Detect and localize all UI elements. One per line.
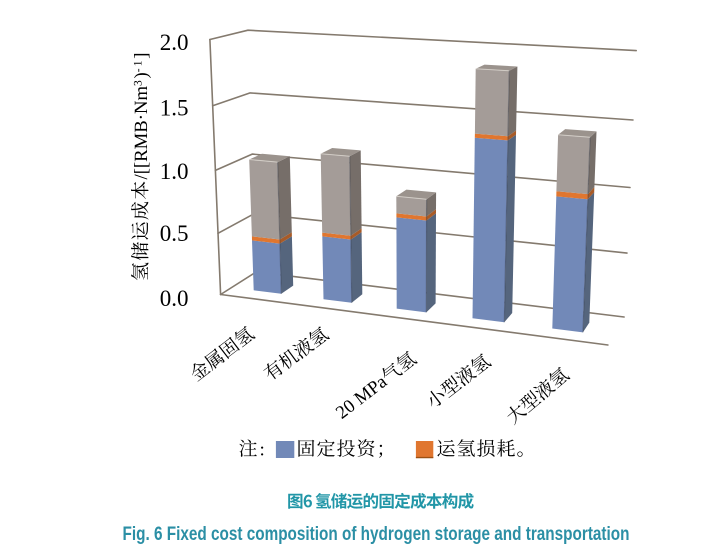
svg-text:1.0: 1.0 (160, 159, 189, 184)
svg-text::: : (260, 439, 265, 460)
svg-text:1.5: 1.5 (160, 96, 189, 121)
svg-text:Fig. 6 Fixed cost composition: Fig. 6 Fixed cost composition of hydroge… (123, 524, 630, 545)
svg-text:0.5: 0.5 (160, 221, 189, 246)
svg-text:2.0: 2.0 (160, 30, 189, 55)
svg-text:0.0: 0.0 (160, 286, 189, 311)
